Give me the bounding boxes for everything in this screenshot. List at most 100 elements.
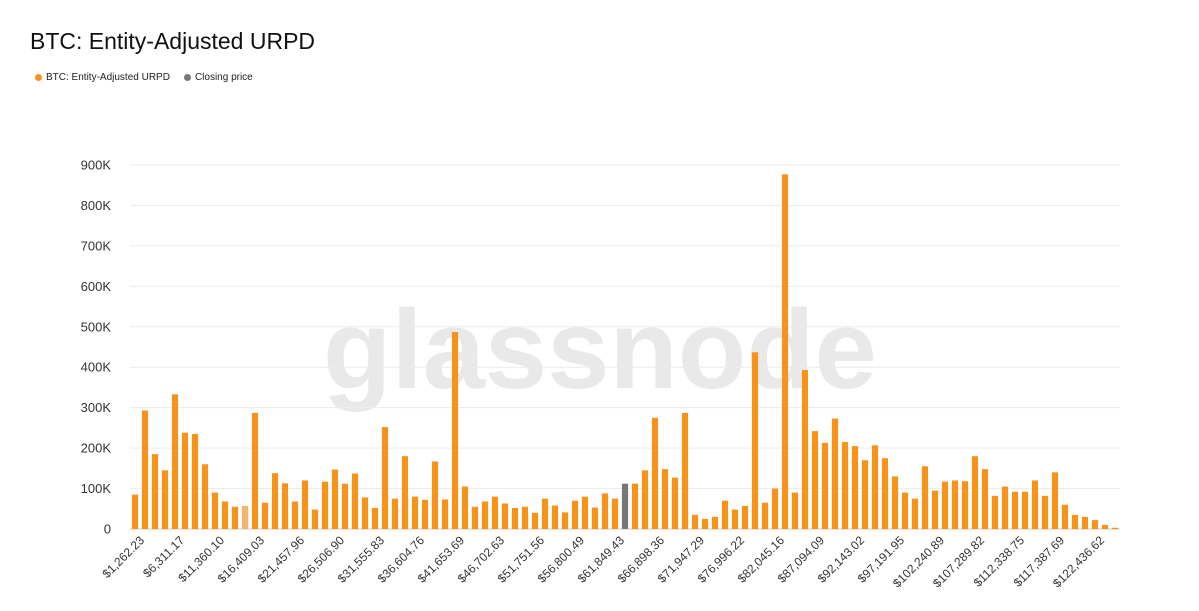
urpd-bar[interactable] bbox=[361, 497, 369, 529]
urpd-bar[interactable] bbox=[271, 473, 279, 529]
urpd-bar[interactable] bbox=[441, 499, 449, 529]
urpd-bar[interactable] bbox=[831, 418, 839, 529]
urpd-bar[interactable] bbox=[1021, 491, 1029, 529]
urpd-bar[interactable] bbox=[181, 432, 189, 529]
urpd-bar[interactable] bbox=[801, 370, 809, 529]
urpd-bar[interactable] bbox=[561, 512, 569, 529]
urpd-bar[interactable] bbox=[901, 492, 909, 529]
urpd-bar[interactable] bbox=[811, 431, 819, 529]
urpd-bar[interactable] bbox=[781, 174, 789, 529]
urpd-bar[interactable] bbox=[841, 442, 849, 529]
urpd-bar[interactable] bbox=[171, 394, 179, 529]
urpd-bar[interactable] bbox=[321, 481, 329, 529]
urpd-bar[interactable] bbox=[791, 492, 799, 529]
urpd-bar[interactable] bbox=[751, 352, 759, 529]
urpd-bar[interactable] bbox=[151, 454, 159, 529]
urpd-bar[interactable] bbox=[531, 512, 539, 529]
urpd-bar[interactable] bbox=[651, 417, 659, 529]
urpd-bar[interactable] bbox=[231, 506, 239, 529]
urpd-bar[interactable] bbox=[261, 502, 269, 529]
urpd-bar[interactable] bbox=[291, 501, 299, 529]
urpd-bar[interactable] bbox=[631, 483, 639, 529]
urpd-bar[interactable] bbox=[191, 433, 199, 529]
urpd-bar[interactable] bbox=[501, 503, 509, 529]
urpd-bar[interactable] bbox=[711, 516, 719, 529]
urpd-bar[interactable] bbox=[961, 481, 969, 529]
urpd-bar[interactable] bbox=[721, 500, 729, 529]
urpd-bar[interactable] bbox=[1091, 520, 1099, 529]
urpd-bar[interactable] bbox=[601, 493, 609, 529]
urpd-bar[interactable] bbox=[921, 466, 929, 529]
urpd-bar[interactable] bbox=[1081, 516, 1089, 529]
urpd-bar[interactable] bbox=[401, 456, 409, 529]
urpd-bar[interactable] bbox=[201, 464, 209, 529]
urpd-bar[interactable] bbox=[341, 483, 349, 529]
urpd-bar[interactable] bbox=[731, 509, 739, 529]
urpd-bar[interactable] bbox=[911, 498, 919, 529]
urpd-bar[interactable] bbox=[331, 469, 339, 529]
urpd-bar[interactable] bbox=[1101, 524, 1109, 529]
urpd-bar[interactable] bbox=[1111, 527, 1119, 529]
urpd-bar[interactable] bbox=[301, 480, 309, 529]
urpd-bar[interactable] bbox=[1001, 486, 1009, 529]
urpd-bar[interactable] bbox=[1051, 472, 1059, 529]
urpd-bar[interactable] bbox=[571, 500, 579, 529]
urpd-bar[interactable] bbox=[541, 498, 549, 529]
urpd-bar[interactable] bbox=[161, 470, 169, 529]
urpd-bar[interactable] bbox=[641, 470, 649, 529]
urpd-bar[interactable] bbox=[1071, 514, 1079, 529]
urpd-bar[interactable] bbox=[311, 509, 319, 529]
urpd-bar[interactable] bbox=[871, 445, 879, 529]
legend-item-closing-price[interactable]: Closing price bbox=[183, 72, 253, 83]
urpd-bar[interactable] bbox=[1011, 491, 1019, 529]
urpd-bar[interactable] bbox=[821, 442, 829, 529]
urpd-bar[interactable] bbox=[1031, 480, 1039, 529]
urpd-bar[interactable] bbox=[1041, 495, 1049, 529]
urpd-bar[interactable] bbox=[221, 501, 229, 529]
urpd-bar[interactable] bbox=[591, 507, 599, 529]
urpd-bar[interactable] bbox=[451, 332, 459, 529]
urpd-bar[interactable] bbox=[891, 476, 899, 529]
urpd-bar[interactable] bbox=[421, 499, 429, 529]
urpd-bar[interactable] bbox=[481, 501, 489, 529]
urpd-bar[interactable] bbox=[491, 496, 499, 529]
urpd-bar[interactable] bbox=[351, 473, 359, 529]
urpd-bar[interactable] bbox=[411, 496, 419, 529]
urpd-bar[interactable] bbox=[661, 469, 669, 529]
urpd-bar[interactable] bbox=[701, 518, 709, 529]
urpd-bar[interactable] bbox=[691, 514, 699, 529]
urpd-bar[interactable] bbox=[141, 410, 149, 529]
urpd-bar[interactable] bbox=[611, 498, 619, 529]
urpd-bar[interactable] bbox=[1061, 504, 1069, 529]
urpd-bar[interactable] bbox=[251, 412, 259, 529]
urpd-bar[interactable] bbox=[281, 483, 289, 529]
urpd-bar[interactable] bbox=[511, 507, 519, 529]
urpd-bar[interactable] bbox=[671, 477, 679, 529]
urpd-bar[interactable] bbox=[951, 480, 959, 529]
urpd-bar[interactable] bbox=[851, 446, 859, 529]
urpd-bar[interactable] bbox=[991, 495, 999, 529]
urpd-bar[interactable] bbox=[931, 490, 939, 529]
urpd-bar[interactable] bbox=[761, 502, 769, 529]
closing-price-bar[interactable] bbox=[621, 483, 629, 529]
urpd-bar[interactable] bbox=[741, 505, 749, 529]
urpd-bar[interactable] bbox=[881, 458, 889, 529]
urpd-bar[interactable] bbox=[391, 498, 399, 529]
urpd-bar[interactable] bbox=[211, 492, 219, 529]
urpd-bar-highlight[interactable] bbox=[241, 505, 249, 529]
urpd-bar[interactable] bbox=[861, 460, 869, 529]
urpd-bar[interactable] bbox=[371, 507, 379, 529]
urpd-bar[interactable] bbox=[681, 412, 689, 529]
urpd-bar[interactable] bbox=[581, 496, 589, 529]
urpd-bar[interactable] bbox=[131, 494, 139, 529]
urpd-bar[interactable] bbox=[431, 461, 439, 529]
urpd-bar[interactable] bbox=[971, 456, 979, 529]
legend-item-urpd[interactable]: BTC: Entity-Adjusted URPD bbox=[35, 72, 170, 83]
urpd-bar[interactable] bbox=[981, 469, 989, 529]
urpd-bar[interactable] bbox=[941, 481, 949, 529]
urpd-bar[interactable] bbox=[551, 505, 559, 529]
urpd-bar[interactable] bbox=[771, 488, 779, 529]
urpd-bar[interactable] bbox=[461, 486, 469, 529]
urpd-bar[interactable] bbox=[471, 506, 479, 529]
urpd-bar[interactable] bbox=[521, 506, 529, 529]
